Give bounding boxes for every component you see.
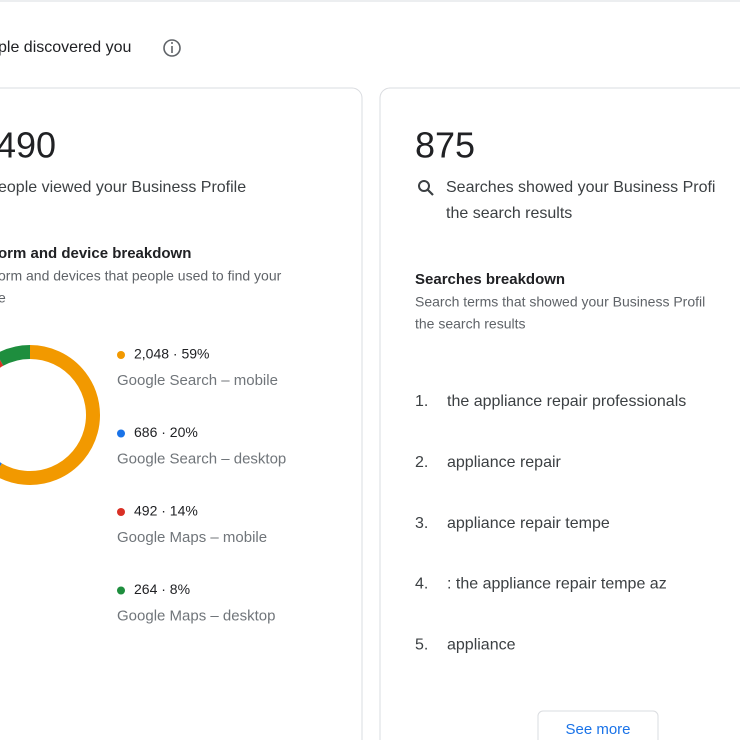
term-number: 5. bbox=[415, 636, 428, 653]
searches-caption: Searches showed your Business Profi bbox=[446, 179, 715, 196]
see-more-label[interactable]: See more bbox=[565, 721, 630, 738]
legend-label: Google Maps – desktop bbox=[117, 607, 275, 624]
legend-dot bbox=[117, 508, 125, 516]
see-more-button[interactable]: See more bbox=[537, 710, 659, 740]
searches-caption: the search results bbox=[446, 205, 572, 222]
term-label: appliance repair tempe bbox=[447, 515, 610, 532]
views-card bbox=[0, 87, 363, 740]
legend-dot bbox=[117, 351, 125, 359]
term-label: appliance bbox=[447, 636, 516, 653]
term-number: 3. bbox=[415, 515, 428, 532]
legend-value: 2,048 · 59% bbox=[134, 346, 210, 362]
legend-dot bbox=[117, 429, 125, 438]
term-number: 2. bbox=[415, 454, 428, 471]
search-icon bbox=[418, 180, 434, 196]
donut-chart bbox=[0, 345, 100, 485]
legend-value: 492 · 14% bbox=[134, 503, 198, 519]
searches-breakdown-title: Searches breakdown bbox=[415, 271, 565, 288]
legend-label: Google Search – desktop bbox=[117, 450, 286, 467]
searches-breakdown-subtitle: the search results bbox=[415, 316, 526, 332]
donut-segment bbox=[0, 345, 31, 366]
breakdown-subtitle: orm and devices that people used to find… bbox=[0, 268, 282, 284]
search-terms: 1. the appliance repair professionals 2. ap… bbox=[415, 393, 686, 653]
searches-total: 875 bbox=[415, 125, 475, 166]
term-number: 4. bbox=[415, 576, 428, 593]
searches-card bbox=[379, 87, 740, 740]
views-total: 490 bbox=[0, 125, 56, 166]
legend-value: 264 · 8% bbox=[134, 581, 190, 597]
legend-value: 686 · 20% bbox=[134, 424, 198, 440]
section-title: ple discovered you bbox=[0, 39, 131, 56]
donut-segment bbox=[0, 345, 100, 485]
searches-breakdown-subtitle: Search terms that showed your Business P… bbox=[415, 294, 705, 310]
term-label: : the appliance repair tempe az bbox=[447, 576, 667, 593]
legend: 2,048 · 59% Google Search – mobile 686 · 2… bbox=[117, 346, 286, 624]
breakdown-title: orm and device breakdown bbox=[0, 245, 191, 262]
legend-label: Google Search – mobile bbox=[117, 372, 278, 389]
breakdown-subtitle: e bbox=[0, 290, 6, 306]
term-label: appliance repair bbox=[447, 454, 562, 471]
legend-dot bbox=[117, 586, 125, 595]
views-caption: eople viewed your Business Profile bbox=[0, 179, 246, 196]
info-icon[interactable] bbox=[163, 39, 181, 57]
term-number: 1. bbox=[415, 393, 428, 410]
term-label: the appliance repair professionals bbox=[447, 393, 686, 410]
legend-label: Google Maps – mobile bbox=[117, 529, 267, 546]
